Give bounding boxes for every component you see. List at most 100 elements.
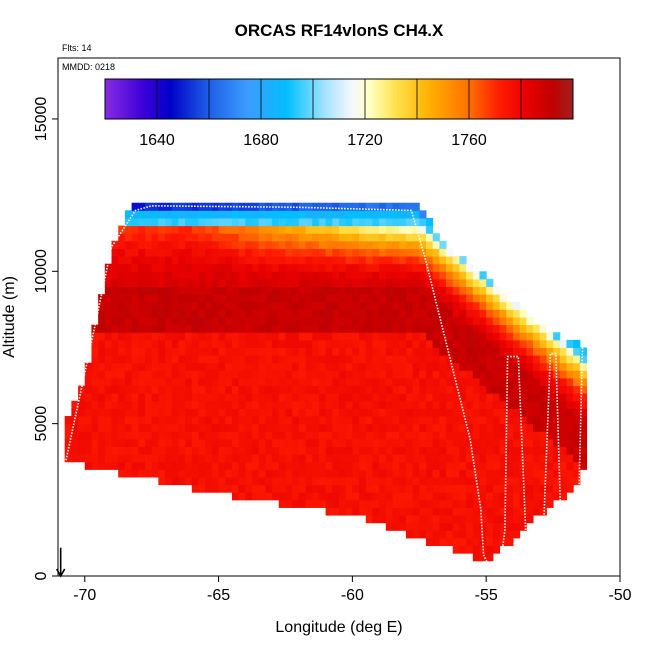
heatmap-cell <box>512 454 521 463</box>
heatmap-cell <box>492 545 501 554</box>
heatmap-cell <box>318 431 327 440</box>
heatmap-cell <box>466 416 474 425</box>
heatmap-cell <box>533 461 541 470</box>
heatmap-cell <box>432 461 440 470</box>
heatmap-cell <box>205 202 213 211</box>
heatmap-cell <box>466 522 474 531</box>
heatmap-cell <box>225 317 233 326</box>
heatmap-cell <box>405 202 414 211</box>
heatmap-cell <box>472 461 480 470</box>
heatmap-cell <box>452 499 460 508</box>
heatmap-cell <box>131 438 139 447</box>
heatmap-cell <box>432 324 440 333</box>
heatmap-cell <box>405 408 414 417</box>
heatmap-cell <box>158 210 166 219</box>
heatmap-cell <box>412 240 420 249</box>
heatmap-cell <box>278 484 286 493</box>
heatmap-cell <box>459 446 467 455</box>
heatmap-cell <box>318 400 327 409</box>
heatmap-cell <box>272 225 280 234</box>
heatmap-cell <box>252 492 260 501</box>
heatmap-cell <box>559 454 567 463</box>
heatmap-cell <box>171 324 179 333</box>
heatmap-cell <box>171 248 179 257</box>
heatmap-cell <box>231 324 240 333</box>
colorbar-strip <box>352 79 355 119</box>
heatmap-cell <box>359 317 367 326</box>
heatmap-cell <box>138 400 146 409</box>
heatmap-cell <box>278 431 286 440</box>
heatmap-cell <box>325 370 333 379</box>
heatmap-cell <box>252 377 260 387</box>
colorbar-strip <box>196 79 199 119</box>
colorbar-strip <box>159 79 163 119</box>
heatmap-cell <box>466 332 474 341</box>
colorbar-strip <box>141 79 145 119</box>
heatmap-cell <box>225 446 233 455</box>
heatmap-cell <box>392 377 400 387</box>
heatmap-cell <box>252 454 260 463</box>
heatmap-cell <box>432 507 440 516</box>
heatmap-cell <box>218 339 226 348</box>
heatmap-cell <box>352 278 360 288</box>
heatmap-cell <box>124 400 133 409</box>
heatmap-cell <box>405 454 414 463</box>
colorbar-strip <box>404 79 407 119</box>
heatmap-cell <box>124 256 133 265</box>
heatmap-cell <box>205 469 213 478</box>
heatmap-cell <box>278 347 286 356</box>
heatmap-cell <box>165 423 173 432</box>
heatmap-cell <box>191 225 199 234</box>
heatmap-cell <box>104 332 113 341</box>
colorbar-strip <box>448 79 452 119</box>
heatmap-cell <box>231 294 240 303</box>
heatmap-cell <box>191 431 199 440</box>
heatmap-cell <box>452 400 460 409</box>
heatmap-cell <box>446 400 454 409</box>
colorbar-strip <box>492 79 496 119</box>
heatmap-cell <box>499 301 507 310</box>
heatmap-cell <box>412 469 420 478</box>
heatmap-cell <box>318 217 327 227</box>
heatmap-cell <box>91 370 99 379</box>
heatmap-cell <box>225 362 233 371</box>
heatmap-cell <box>305 210 313 219</box>
colorbar-strip <box>380 79 384 119</box>
colorbar-strip <box>107 79 111 119</box>
heatmap-cell <box>385 217 394 227</box>
heatmap-cell <box>439 301 447 310</box>
heatmap-cell <box>345 492 353 501</box>
heatmap-cell <box>419 362 427 371</box>
heatmap-cell <box>472 492 480 501</box>
heatmap-cell <box>472 332 480 341</box>
heatmap-cell <box>339 400 347 409</box>
heatmap-cell <box>185 210 193 219</box>
heatmap-cell <box>305 362 313 371</box>
heatmap-cell <box>526 423 534 432</box>
heatmap-cell <box>425 537 434 547</box>
heatmap-cell <box>285 271 293 280</box>
heatmap-cell <box>124 362 133 371</box>
heatmap-cell <box>566 370 574 379</box>
heatmap-cell <box>124 217 133 227</box>
heatmap-cell <box>372 393 380 402</box>
heatmap-cell <box>392 347 400 356</box>
heatmap-cell <box>285 469 293 478</box>
heatmap-cell <box>285 423 293 432</box>
heatmap-cell <box>198 370 206 379</box>
heatmap-cell <box>272 317 280 326</box>
heatmap-cell <box>459 332 467 341</box>
heatmap-cell <box>118 355 126 364</box>
heatmap-cell <box>278 408 286 417</box>
heatmap-cell <box>352 324 360 333</box>
heatmap-cell <box>519 400 527 409</box>
heatmap-cell <box>459 263 467 272</box>
heatmap-cell <box>285 476 293 486</box>
heatmap-cell <box>285 461 293 470</box>
plot-frame <box>57 57 621 577</box>
heatmap-cell <box>412 438 420 447</box>
colorbar-strip <box>526 79 530 119</box>
colorbar-strip <box>133 79 137 119</box>
heatmap-cell <box>452 522 460 531</box>
heatmap-cell <box>486 362 494 371</box>
